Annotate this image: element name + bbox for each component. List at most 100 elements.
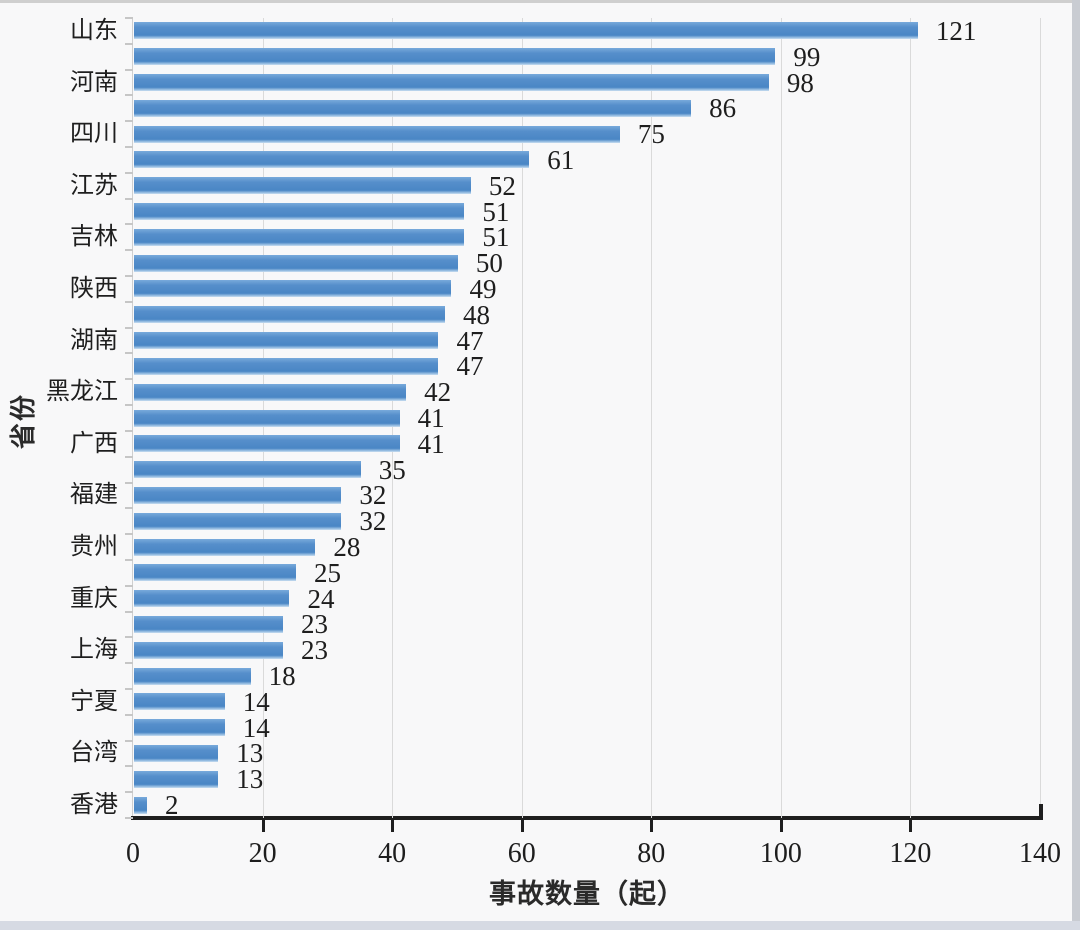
x-tick-label-20: 20 [248, 838, 277, 869]
y-axis-tick [125, 68, 133, 71]
category-label-广西: 广西 [70, 430, 118, 457]
category-label-吉林: 吉林 [70, 224, 118, 251]
bar-贵州 [134, 538, 316, 556]
bar-row-6 [134, 151, 530, 169]
x-tick-label-100: 100 [759, 838, 802, 869]
category-label-四川: 四川 [70, 121, 118, 148]
y-axis-tick [125, 352, 133, 355]
bar-宁夏 [134, 693, 225, 711]
y-axis-tick [125, 300, 133, 303]
y-axis-tick [125, 378, 133, 381]
gridline-x-80 [651, 18, 653, 818]
bar-上海 [134, 641, 283, 659]
category-label-福建: 福建 [70, 482, 118, 509]
y-axis-tick [125, 739, 133, 742]
screenshot-bottom-border [0, 921, 1080, 930]
bar-河南 [134, 74, 769, 92]
bar-福建 [134, 486, 342, 504]
category-label-湖南: 湖南 [70, 327, 118, 354]
y-axis-tick [125, 687, 133, 690]
y-axis-tick [125, 223, 133, 226]
y-axis-tick [125, 817, 133, 819]
bar-row-2 [134, 48, 776, 66]
category-label-贵州: 贵州 [70, 534, 118, 561]
bar-value-label: 51 [482, 222, 510, 253]
bar-value-label: 99 [793, 41, 821, 72]
bar-value-label: 32 [359, 506, 387, 537]
bar-value-label: 41 [417, 428, 445, 459]
category-label-黑龙江: 黑龙江 [46, 379, 118, 406]
bar-value-label: 121 [935, 15, 977, 46]
bar-row-10 [134, 254, 458, 272]
bar-value-label: 48 [462, 299, 490, 330]
y-axis-tick [125, 455, 133, 458]
bar-value-label: 18 [268, 661, 296, 692]
category-label-重庆: 重庆 [70, 585, 118, 612]
bar-row-22 [134, 564, 296, 582]
x-axis-tick-40 [391, 820, 395, 832]
bar-value-label: 24 [307, 583, 335, 614]
category-label-宁夏: 宁夏 [70, 688, 118, 715]
bar-value-label: 13 [236, 764, 264, 795]
x-axis-tick-60 [520, 820, 524, 832]
bar-黑龙江 [134, 383, 407, 401]
x-axis-line [131, 816, 1043, 820]
bar-value-label: 49 [469, 273, 497, 304]
y-axis-tick [125, 533, 133, 536]
y-axis-tick [125, 791, 133, 794]
bar-value-label: 14 [242, 712, 270, 743]
x-axis-tick-80 [650, 820, 654, 832]
bar-value-label: 52 [488, 170, 516, 201]
bar-重庆 [134, 590, 290, 608]
bar-row-18 [134, 461, 361, 479]
bar-value-label: 86 [709, 93, 737, 124]
screenshot-right-border [1072, 0, 1080, 930]
bar-value-label: 14 [242, 686, 270, 717]
bar-value-label: 13 [236, 738, 264, 769]
bar-台湾 [134, 744, 219, 762]
gridline-x-100 [780, 18, 782, 818]
bar-row-16 [134, 409, 400, 427]
y-axis-tick [125, 94, 133, 97]
bar-row-24 [134, 615, 283, 633]
y-axis-tick [125, 662, 133, 665]
gridline-x-140 [1040, 18, 1041, 818]
x-axis-end-cap [1039, 804, 1043, 818]
bar-四川 [134, 125, 620, 143]
y-axis-tick [125, 481, 133, 484]
bar-香港 [134, 796, 147, 814]
bar-row-14 [134, 357, 439, 375]
bar-row-26 [134, 667, 251, 685]
y-axis-tick [125, 146, 133, 149]
x-tick-label-140: 140 [1019, 838, 1061, 869]
bar-山东 [134, 22, 918, 40]
y-axis-tick [125, 275, 133, 278]
x-axis-tick-20 [261, 820, 265, 832]
category-label-香港: 香港 [70, 792, 118, 819]
y-axis-tick [125, 326, 133, 329]
y-axis-tick [125, 120, 133, 123]
bar-value-label: 41 [417, 403, 445, 433]
bar-广西 [134, 435, 400, 453]
y-axis-tick [125, 17, 133, 19]
category-label-陕西: 陕西 [70, 275, 118, 302]
y-axis-line [132, 18, 133, 818]
category-label-台湾: 台湾 [70, 740, 118, 767]
y-axis-tick [125, 558, 133, 561]
bar-row-20 [134, 512, 342, 530]
bar-row-30 [134, 770, 219, 788]
y-axis-tick [125, 171, 133, 174]
x-axis-tick-120 [909, 820, 913, 832]
y-axis-tick [125, 42, 133, 45]
bar-value-label: 50 [475, 248, 503, 279]
y-axis-tick [125, 610, 133, 613]
bar-row-12 [134, 306, 445, 324]
bar-value-label: 98 [786, 67, 814, 98]
x-tick-label-120: 120 [889, 838, 932, 869]
y-axis-tick [125, 429, 133, 432]
bar-value-label: 23 [301, 609, 328, 640]
bar-row-4 [134, 99, 692, 117]
x-axis-title: 事故数量（起） [489, 879, 685, 909]
y-axis-tick [125, 507, 133, 510]
